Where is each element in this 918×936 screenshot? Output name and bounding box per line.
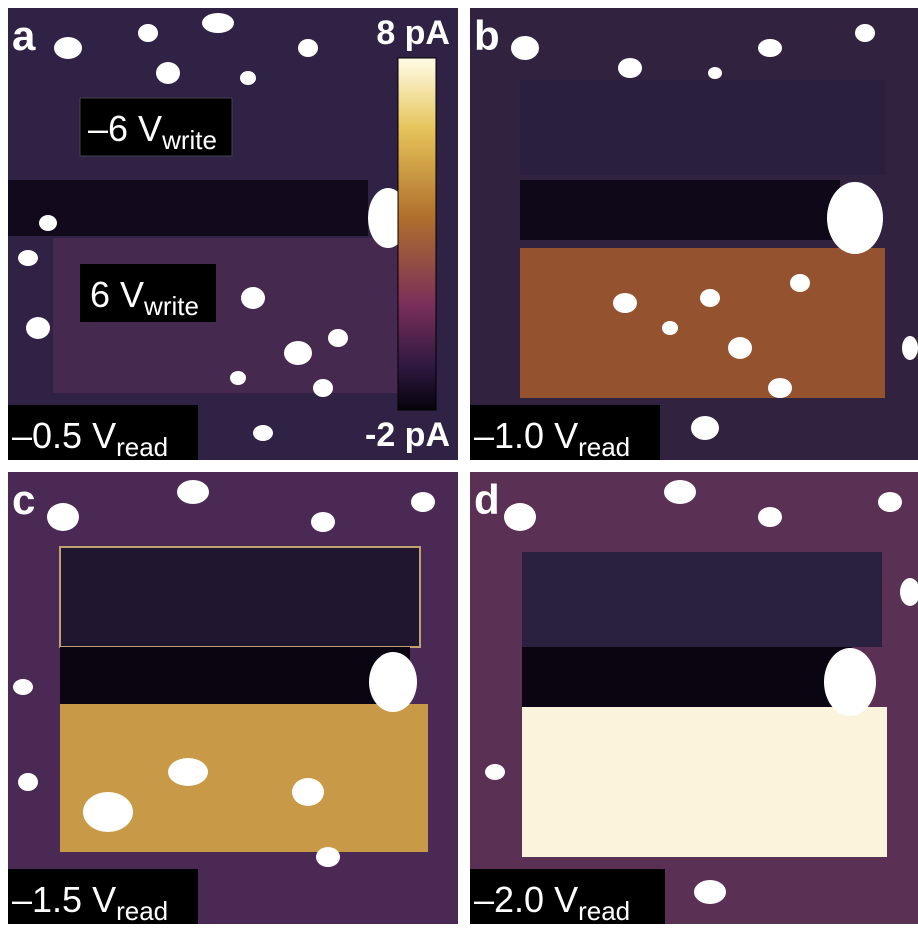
read-value: –1.5 V [12,879,116,920]
read-value: –2.0 V [474,879,578,920]
panel-letter: a [12,12,36,59]
write-subscript: write [161,125,217,155]
panel-letter: b [474,12,500,59]
write-value: –6 V [88,108,162,149]
read-subscript: read [116,896,168,926]
panel-b [470,8,918,460]
colorbar-max-label: 8 pA [376,14,450,52]
write-value: 6 V [90,274,144,315]
figure: –6 Vwrite 6 Vwrite 8 pA -2 pA [0,0,918,931]
colorbar-min-label: -2 pA [365,416,450,454]
panel-letter: d [474,476,500,523]
panel-d [470,472,918,924]
read-value: –1.0 V [474,415,578,456]
read-subscript: read [578,896,630,926]
read-value: –0.5 V [12,415,116,456]
panel-a: –6 Vwrite 6 Vwrite 8 pA -2 pA [8,8,458,460]
read-subscript: read [116,432,168,462]
page: –6 Vwrite 6 Vwrite 8 pA -2 pA [0,0,918,931]
panel-c [8,472,458,924]
colorbar [398,58,436,410]
panel-letter: c [12,476,35,523]
read-subscript: read [578,432,630,462]
write-subscript: write [143,291,199,321]
